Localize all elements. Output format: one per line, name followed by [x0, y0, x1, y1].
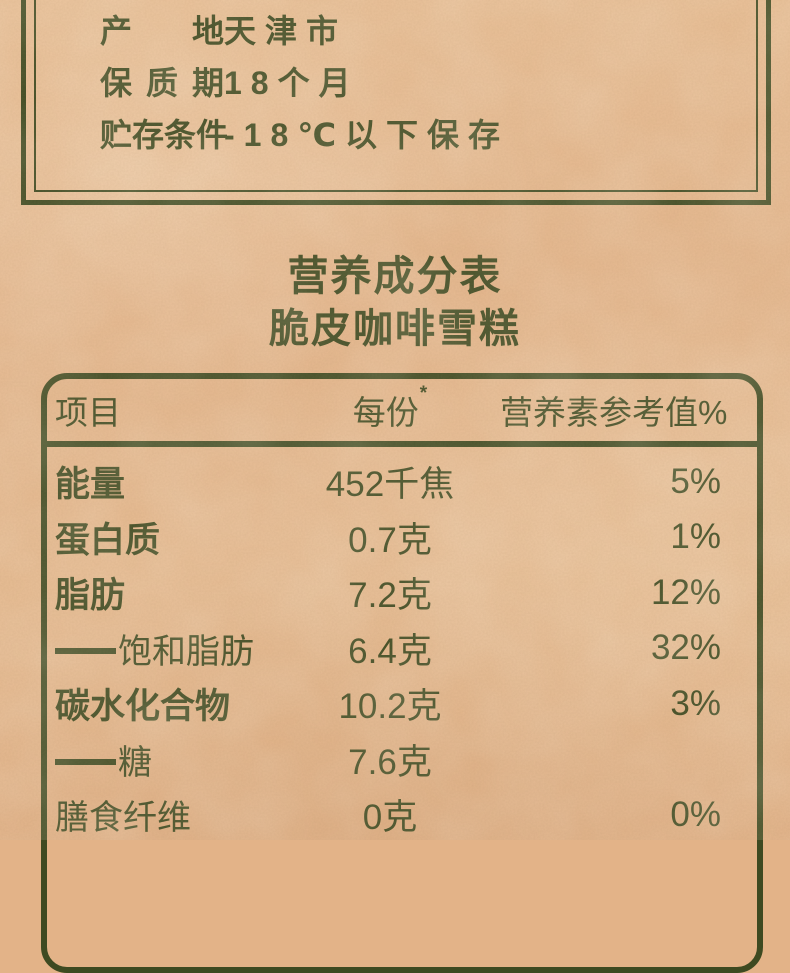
nutrient-amount: 7.6克 — [348, 742, 432, 782]
header-per-serving-column: 每份* — [280, 383, 500, 434]
table-row: 蛋白质 0.7克 1% — [47, 510, 757, 566]
nutrition-table-header: 项目 每份* 营养素参考值% — [47, 379, 757, 447]
shelf-life-row: 保质期 18个月 — [100, 64, 509, 102]
shelf-life-value: 18个月 — [224, 65, 360, 101]
sub-item-dash-icon — [55, 647, 116, 654]
sub-item-dash-icon — [55, 758, 116, 765]
storage-condition-row: 贮存条件 -18℃以下保存 — [100, 116, 509, 154]
nutrient-nrv: 5% — [670, 461, 721, 501]
nutrient-nrv: 32% — [650, 628, 721, 668]
nutrient-amount: 10.2克 — [338, 687, 442, 727]
product-name-subtitle: 脆皮咖啡雪糕 — [269, 307, 521, 351]
storage-condition-label: 贮存条件 — [100, 117, 229, 153]
nutrient-name: 脂肪 — [55, 576, 126, 616]
table-row: 饱和脂肪 6.4克 32% — [47, 621, 757, 677]
footnote-asterisk: * — [419, 383, 428, 404]
nutrition-table-title: 营养成分表 — [287, 253, 503, 299]
nutrient-name: 糖 — [55, 735, 280, 784]
nutrient-name: 饱和脂肪 — [55, 624, 280, 673]
origin-value: 天津市 — [224, 13, 348, 49]
nutrient-amount: 0克 — [362, 798, 418, 838]
nutrient-nrv: 1% — [670, 517, 721, 557]
nutrient-nrv: 0% — [670, 794, 721, 834]
header-nrv-column: 营养素参考值% — [500, 394, 728, 431]
nutrient-nrv: 12% — [650, 572, 721, 612]
product-info-rows: 产地 天津市 保质期 18个月 贮存条件 -18℃以下保存 — [100, 12, 509, 168]
sub-item-label: 饱和脂肪 — [118, 632, 254, 671]
nutrition-facts-table: 项目 每份* 营养素参考值% 能量 452千焦 5% 蛋白质 0.7克 1% 脂… — [41, 373, 763, 973]
nutrient-amount: 0.7克 — [348, 520, 432, 560]
table-row: 膳食纤维 0克 0% — [47, 787, 757, 843]
nutrient-amount: 6.4克 — [348, 631, 432, 671]
product-info-box: 产地 天津市 保质期 18个月 贮存条件 -18℃以下保存 — [21, 0, 771, 205]
header-item-column: 项目 — [55, 394, 121, 431]
nutrient-name: 能量 — [55, 465, 126, 505]
nutrient-amount: 7.2克 — [348, 576, 432, 616]
storage-condition-value: -18℃以下保存 — [224, 117, 510, 153]
nutrient-name: 膳食纤维 — [55, 799, 191, 838]
table-row: 糖 7.6克 — [47, 732, 757, 788]
nutrition-title-block: 营养成分表 脆皮咖啡雪糕 — [0, 252, 790, 352]
sub-item-label: 糖 — [118, 743, 152, 782]
nutrient-name: 蛋白质 — [55, 520, 161, 560]
nutrient-name: 碳水化合物 — [55, 687, 231, 727]
nutrition-table-body: 能量 452千焦 5% 蛋白质 0.7克 1% 脂肪 7.2克 12% 饱和脂肪… — [47, 447, 757, 843]
table-row: 脂肪 7.2克 12% — [47, 565, 757, 621]
origin-row: 产地 天津市 — [100, 12, 509, 50]
table-row: 能量 452千焦 5% — [47, 454, 757, 510]
nutrient-amount: 452千焦 — [325, 465, 455, 505]
nutrient-nrv: 3% — [670, 683, 721, 723]
origin-label: 产地 — [100, 13, 224, 49]
table-row: 碳水化合物 10.2克 3% — [47, 676, 757, 732]
shelf-life-label: 保质期 — [100, 65, 224, 101]
per-serving-label: 每份 — [352, 394, 419, 431]
